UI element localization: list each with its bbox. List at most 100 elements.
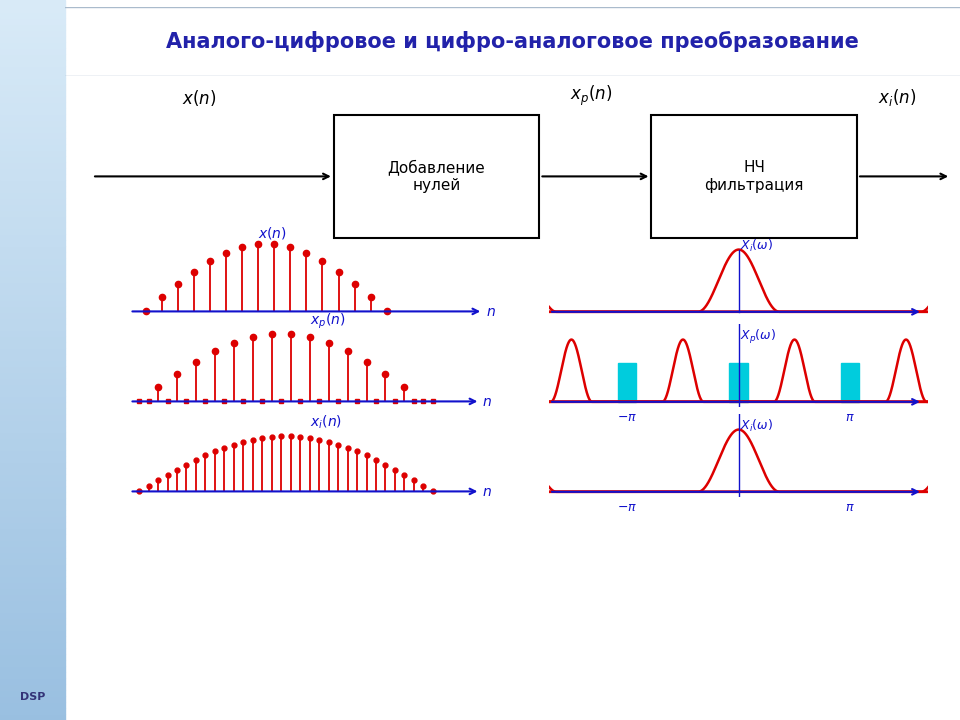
- Bar: [0, 528, 65, 534]
- Text: $n$: $n$: [482, 395, 492, 409]
- Bar: [0, 126, 65, 132]
- Bar: [0, 78, 65, 84]
- Bar: [0, 678, 65, 684]
- Bar: [0, 180, 65, 186]
- Text: $-\pi$: $-\pi$: [617, 501, 637, 514]
- Bar: [0, 192, 65, 198]
- Bar: [0, 378, 65, 384]
- Bar: [0, 636, 65, 642]
- Bar: [0, 282, 65, 288]
- Bar: [0, 582, 65, 588]
- Text: DSP: DSP: [20, 692, 45, 702]
- Bar: [0, 558, 65, 564]
- Bar: [0, 96, 65, 102]
- Text: НЧ
фильтрация: НЧ фильтрация: [705, 161, 804, 193]
- Bar: [0, 354, 65, 360]
- Text: Аналого-цифровое и цифро-аналоговое преобразование: Аналого-цифровое и цифро-аналоговое прео…: [166, 31, 859, 52]
- Bar: [0, 36, 65, 42]
- Bar: [0, 84, 65, 90]
- Bar: [0, 552, 65, 558]
- Bar: [0, 318, 65, 324]
- Bar: [730, 363, 748, 402]
- Text: $x_i(n)$: $x_i(n)$: [310, 413, 342, 431]
- Text: $x(n)$: $x(n)$: [258, 225, 287, 240]
- Bar: [0, 504, 65, 510]
- Bar: [0, 54, 65, 60]
- Bar: [0, 666, 65, 672]
- Bar: [0, 168, 65, 174]
- Text: $-\pi$: $-\pi$: [617, 411, 637, 424]
- Bar: [0, 588, 65, 594]
- Bar: [0, 468, 65, 474]
- Bar: [0, 276, 65, 282]
- Bar: [0, 414, 65, 420]
- Bar: [0, 114, 65, 120]
- Bar: [0, 174, 65, 180]
- Bar: [0, 342, 65, 348]
- Bar: [0, 432, 65, 438]
- Bar: [0, 594, 65, 600]
- Bar: [0, 654, 65, 660]
- Bar: [0, 690, 65, 696]
- Bar: [0, 18, 65, 24]
- Text: $\pi$: $\pi$: [846, 411, 855, 424]
- Bar: [0, 702, 65, 708]
- Bar: [0, 714, 65, 720]
- Bar: [0, 48, 65, 54]
- Bar: [0, 252, 65, 258]
- Bar: [0, 324, 65, 330]
- Bar: [0, 6, 65, 12]
- Bar: [0, 624, 65, 630]
- Text: $\pi$: $\pi$: [846, 501, 855, 514]
- Bar: [0, 570, 65, 576]
- Bar: [0, 426, 65, 432]
- Bar: [0, 390, 65, 396]
- Bar: [0, 696, 65, 702]
- Text: $x_i(n)$: $x_i(n)$: [878, 87, 917, 109]
- Bar: [0, 300, 65, 306]
- Bar: [0, 156, 65, 162]
- Bar: [0, 510, 65, 516]
- Bar: [0, 336, 65, 342]
- Bar: [0, 228, 65, 234]
- Bar: [0, 360, 65, 366]
- Bar: [841, 363, 859, 402]
- Bar: [0, 264, 65, 270]
- Bar: [0, 258, 65, 264]
- Bar: [0, 492, 65, 498]
- Bar: [0, 234, 65, 240]
- Text: $n$: $n$: [487, 305, 496, 319]
- Bar: [0, 90, 65, 96]
- Bar: [0, 348, 65, 354]
- Text: $X_i(\omega)$: $X_i(\omega)$: [740, 418, 774, 434]
- Bar: [0, 540, 65, 546]
- Bar: [0, 120, 65, 126]
- Bar: [0, 210, 65, 216]
- Text: $X_p(\omega)$: $X_p(\omega)$: [740, 328, 777, 346]
- Bar: [0, 150, 65, 156]
- Bar: [0, 486, 65, 492]
- Text: $X_i(\omega)$: $X_i(\omega)$: [740, 238, 774, 254]
- Bar: [0, 216, 65, 222]
- Bar: [0, 384, 65, 390]
- Bar: [0, 42, 65, 48]
- Text: Добавление
нулей: Добавление нулей: [388, 160, 486, 193]
- Bar: [0, 306, 65, 312]
- Bar: [0, 240, 65, 246]
- Bar: [0, 30, 65, 36]
- Bar: [0, 474, 65, 480]
- Bar: [0, 630, 65, 636]
- Bar: [651, 114, 857, 238]
- Bar: [0, 516, 65, 522]
- Bar: [0, 396, 65, 402]
- Bar: [0, 498, 65, 504]
- Bar: [0, 438, 65, 444]
- Bar: [0, 162, 65, 168]
- Bar: [0, 330, 65, 336]
- Bar: [0, 12, 65, 18]
- Bar: [0, 576, 65, 582]
- Bar: [0, 138, 65, 144]
- Bar: [0, 270, 65, 276]
- Bar: [0, 132, 65, 138]
- Bar: [0, 366, 65, 372]
